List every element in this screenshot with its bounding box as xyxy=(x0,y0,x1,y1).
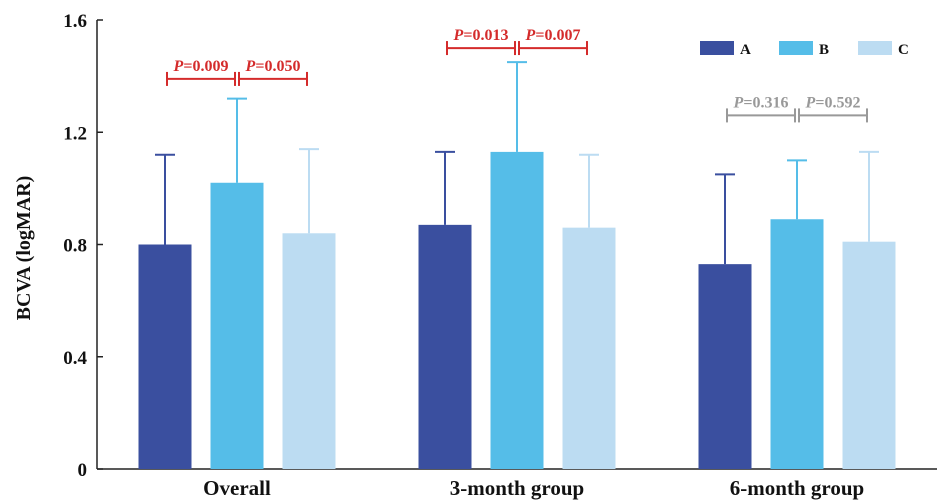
bar xyxy=(698,264,752,469)
legend-swatch xyxy=(700,41,734,55)
bar xyxy=(562,227,616,469)
x-category-label: 3-month group xyxy=(450,476,584,500)
p-value-bracket: P=0.592 xyxy=(798,94,868,123)
bar xyxy=(770,219,824,469)
bar xyxy=(210,182,264,469)
p-letter: P xyxy=(453,27,464,44)
p-value-label: P=0.009 xyxy=(173,58,229,75)
p-value-label: P=0.013 xyxy=(453,27,509,44)
p-letter: P xyxy=(733,94,744,111)
p-value-bracket: P=0.050 xyxy=(238,58,308,86)
legend: A B C xyxy=(700,41,909,58)
p-value-label: P=0.316 xyxy=(733,94,789,111)
error-bars xyxy=(155,61,879,265)
p-letter: P xyxy=(245,58,256,75)
p-value-label: P=0.050 xyxy=(245,58,301,75)
legend-label: B xyxy=(819,42,829,58)
p-value: =0.050 xyxy=(255,58,300,75)
p-value-label: P=0.592 xyxy=(805,94,861,111)
p-value: =0.013 xyxy=(463,27,508,44)
bar xyxy=(282,233,336,469)
bar xyxy=(842,241,896,469)
p-value-bracket: P=0.009 xyxy=(166,58,236,86)
p-value-bracket: P=0.316 xyxy=(726,94,796,123)
legend-label: C xyxy=(898,42,909,58)
bar xyxy=(138,244,192,469)
p-letter: P xyxy=(173,58,184,75)
legend-item: A xyxy=(700,41,751,58)
p-value: =0.007 xyxy=(535,27,580,44)
bar xyxy=(418,224,472,469)
legend-label: A xyxy=(740,42,751,58)
p-value-bracket: P=0.013 xyxy=(446,27,516,56)
legend-swatch xyxy=(779,41,813,55)
p-letter: P xyxy=(525,27,536,44)
bar xyxy=(490,151,544,470)
y-tick-label: 0 xyxy=(78,460,88,481)
legend-swatch xyxy=(858,41,892,55)
p-value-bracket: P=0.007 xyxy=(518,27,588,56)
y-tick-label: 0.8 xyxy=(63,236,87,257)
bars xyxy=(138,151,896,470)
p-value: =0.316 xyxy=(743,94,788,111)
p-value: =0.592 xyxy=(815,94,860,111)
legend-item: B xyxy=(779,41,829,58)
x-category-label: 6-month group xyxy=(730,476,864,500)
y-tick-label: 0.4 xyxy=(63,348,87,369)
y-tick-label: 1.6 xyxy=(63,11,87,32)
axes: 0 0.4 0.8 1.2 1.6 Overall 3-month group 6-month… xyxy=(63,11,937,500)
y-tick-label: 1.2 xyxy=(63,123,87,144)
p-value: =0.009 xyxy=(183,58,228,75)
y-axis-label: BCVA (logMAR) xyxy=(13,176,35,321)
x-category-label: Overall xyxy=(203,476,271,500)
p-letter: P xyxy=(805,94,816,111)
legend-item: C xyxy=(858,41,909,58)
p-value-label: P=0.007 xyxy=(525,27,581,44)
